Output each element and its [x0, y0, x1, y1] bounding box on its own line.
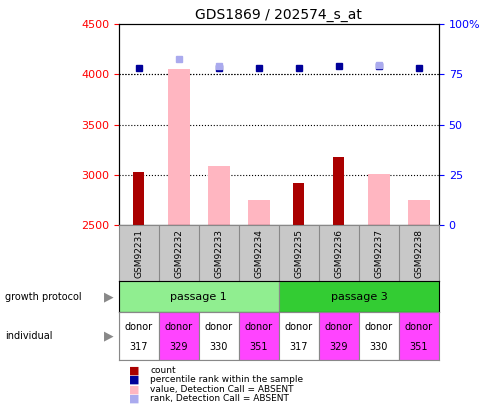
Bar	[398, 312, 438, 360]
Text: value, Detection Call = ABSENT: value, Detection Call = ABSENT	[150, 385, 293, 394]
Text: passage 1: passage 1	[170, 292, 227, 302]
Text: donor: donor	[404, 322, 432, 333]
Bar	[247, 200, 269, 225]
Text: 351: 351	[409, 342, 427, 352]
Bar	[198, 312, 238, 360]
Text: 330: 330	[209, 342, 227, 352]
Text: growth protocol: growth protocol	[5, 292, 81, 302]
Text: donor: donor	[284, 322, 312, 333]
Bar	[133, 172, 144, 225]
Bar	[293, 183, 304, 225]
Text: GSM92233: GSM92233	[214, 229, 223, 278]
Bar	[278, 312, 318, 360]
Bar	[367, 174, 389, 225]
Bar	[333, 157, 344, 225]
Text: rank, Detection Call = ABSENT: rank, Detection Call = ABSENT	[150, 394, 288, 403]
Bar	[119, 281, 278, 312]
Text: count: count	[150, 366, 176, 375]
Bar	[407, 200, 429, 225]
Text: 330: 330	[369, 342, 387, 352]
Text: ▶: ▶	[104, 290, 114, 303]
Text: donor: donor	[324, 322, 352, 333]
Text: GSM92238: GSM92238	[413, 229, 423, 278]
Text: ■: ■	[128, 375, 139, 385]
Bar	[238, 312, 278, 360]
Title: GDS1869 / 202574_s_at: GDS1869 / 202574_s_at	[195, 8, 362, 22]
Text: 317: 317	[129, 342, 148, 352]
Text: donor: donor	[244, 322, 272, 333]
Text: GSM92231: GSM92231	[134, 229, 143, 278]
Bar	[208, 166, 229, 225]
Text: passage 3: passage 3	[330, 292, 387, 302]
Text: 351: 351	[249, 342, 268, 352]
Bar	[167, 69, 189, 225]
Bar	[318, 312, 358, 360]
Text: 329: 329	[329, 342, 348, 352]
Text: ■: ■	[128, 394, 139, 403]
Text: donor: donor	[124, 322, 152, 333]
Text: individual: individual	[5, 331, 52, 341]
Text: 317: 317	[289, 342, 307, 352]
Text: percentile rank within the sample: percentile rank within the sample	[150, 375, 303, 384]
Text: GSM92236: GSM92236	[333, 229, 343, 278]
Text: ▶: ▶	[104, 330, 114, 343]
Bar	[278, 281, 438, 312]
Text: ■: ■	[128, 384, 139, 394]
Text: GSM92234: GSM92234	[254, 229, 263, 277]
Text: donor: donor	[364, 322, 392, 333]
Bar	[158, 312, 198, 360]
Text: ■: ■	[128, 366, 139, 375]
Text: donor: donor	[165, 322, 193, 333]
Text: GSM92237: GSM92237	[374, 229, 383, 278]
Text: 329: 329	[169, 342, 188, 352]
Text: GSM92235: GSM92235	[294, 229, 303, 278]
Bar	[119, 312, 158, 360]
Bar	[358, 312, 398, 360]
Text: donor: donor	[204, 322, 232, 333]
Text: GSM92232: GSM92232	[174, 229, 183, 277]
